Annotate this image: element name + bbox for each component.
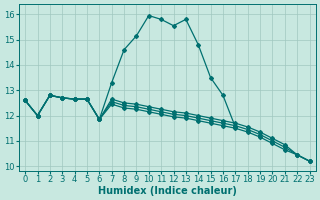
X-axis label: Humidex (Indice chaleur): Humidex (Indice chaleur) [98, 186, 237, 196]
